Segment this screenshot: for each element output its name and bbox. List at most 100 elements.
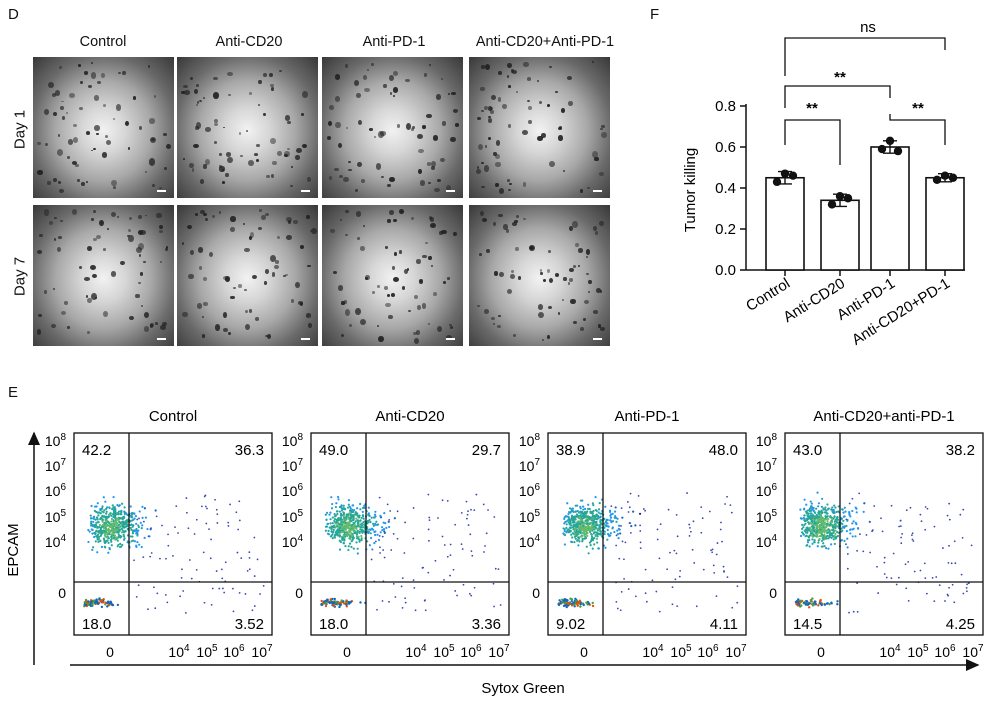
cell-spot: [147, 64, 151, 68]
cell-spot: [103, 103, 107, 107]
event-dot: [577, 536, 580, 540]
event-dot: [675, 552, 678, 555]
event-dot: [383, 512, 386, 515]
data-point: [877, 144, 887, 154]
event-dot: [821, 537, 824, 540]
event-dot: [588, 517, 591, 520]
cell-spot: [198, 247, 204, 253]
event-dot: [582, 508, 585, 511]
y-tick-label: 0.2: [715, 221, 736, 238]
cell-spot: [548, 277, 554, 283]
event-dot: [831, 524, 835, 527]
flow-x-tick-label: 106: [460, 643, 482, 660]
microscopy-background: [33, 57, 174, 198]
event-dot: [797, 598, 800, 601]
event-dot: [567, 512, 570, 516]
event-dot: [132, 524, 135, 527]
flow-x-tick-label: 104: [405, 643, 427, 660]
event-dot: [619, 532, 622, 535]
cell-spot: [375, 163, 382, 170]
cell-spot: [595, 230, 599, 235]
event-dot: [328, 526, 331, 529]
event-dot: [579, 522, 582, 526]
event-dot: [125, 519, 128, 522]
event-dot: [428, 516, 431, 519]
event-dot: [890, 577, 893, 580]
event-dot: [346, 506, 350, 509]
event-dot: [563, 533, 567, 537]
event-dot: [125, 521, 128, 524]
event-dot: [841, 522, 844, 526]
cell-spot: [230, 295, 235, 300]
cell-spot: [205, 159, 210, 165]
event-dot: [587, 525, 590, 528]
event-dot: [666, 568, 669, 571]
event-dot: [572, 601, 576, 604]
event-dot: [121, 516, 124, 519]
event-dot: [484, 545, 486, 547]
cell-spot: [258, 79, 262, 84]
event-dot: [814, 524, 817, 527]
event-dot: [360, 538, 363, 542]
event-dot: [105, 515, 108, 518]
cell-spot: [205, 217, 208, 221]
event-dot: [385, 526, 388, 529]
event-dot: [898, 525, 901, 528]
event-dot: [137, 525, 141, 529]
event-dot: [95, 530, 98, 533]
event-dot: [138, 517, 140, 520]
cell-spot: [453, 232, 457, 237]
event-dot: [174, 526, 176, 529]
event-dot: [106, 528, 109, 531]
event-dot: [336, 519, 339, 522]
event-dot: [333, 515, 337, 518]
cell-spot: [143, 326, 150, 332]
event-dot: [167, 533, 169, 536]
event-dot: [106, 539, 109, 542]
cell-spot: [125, 120, 130, 126]
event-dot: [216, 513, 219, 516]
event-dot: [104, 520, 108, 523]
event-dot: [700, 531, 703, 534]
cell-spot: [407, 309, 411, 312]
event-dot: [352, 529, 355, 532]
event-dot: [807, 512, 810, 515]
event-dot: [103, 526, 106, 530]
event-dot: [579, 518, 582, 521]
event-dot: [811, 526, 815, 530]
cell-spot: [506, 75, 510, 79]
event-dot: [576, 533, 579, 536]
event-dot: [468, 592, 471, 595]
sig-label-right: **: [912, 100, 924, 117]
event-dot: [563, 543, 567, 546]
event-dot: [843, 539, 846, 542]
scale-bar: [301, 338, 310, 340]
cell-spot: [376, 325, 380, 327]
event-dot: [658, 557, 661, 560]
cell-spot: [507, 289, 513, 294]
event-dot: [634, 524, 637, 527]
event-dot: [825, 537, 828, 540]
event-dot: [201, 505, 203, 508]
cell-spot: [403, 269, 408, 275]
event-dot: [123, 521, 126, 525]
cell-spot: [328, 120, 333, 126]
scale-bar: [593, 338, 602, 340]
event-dot: [671, 586, 674, 589]
event-dot: [816, 545, 819, 548]
event-dot: [811, 514, 814, 517]
cell-spot: [166, 246, 169, 249]
cell-spot: [568, 278, 573, 283]
cell-spot: [116, 104, 122, 111]
event-dot: [803, 519, 806, 522]
event-dot: [573, 541, 576, 544]
cell-spot: [484, 309, 489, 315]
event-dot: [360, 516, 363, 519]
cell-spot: [219, 166, 225, 172]
event-dot: [644, 568, 647, 571]
event-dot: [848, 611, 850, 614]
cell-spot: [542, 278, 547, 283]
event-dot: [817, 502, 821, 505]
event-dot: [841, 508, 844, 511]
event-dot: [595, 520, 598, 524]
